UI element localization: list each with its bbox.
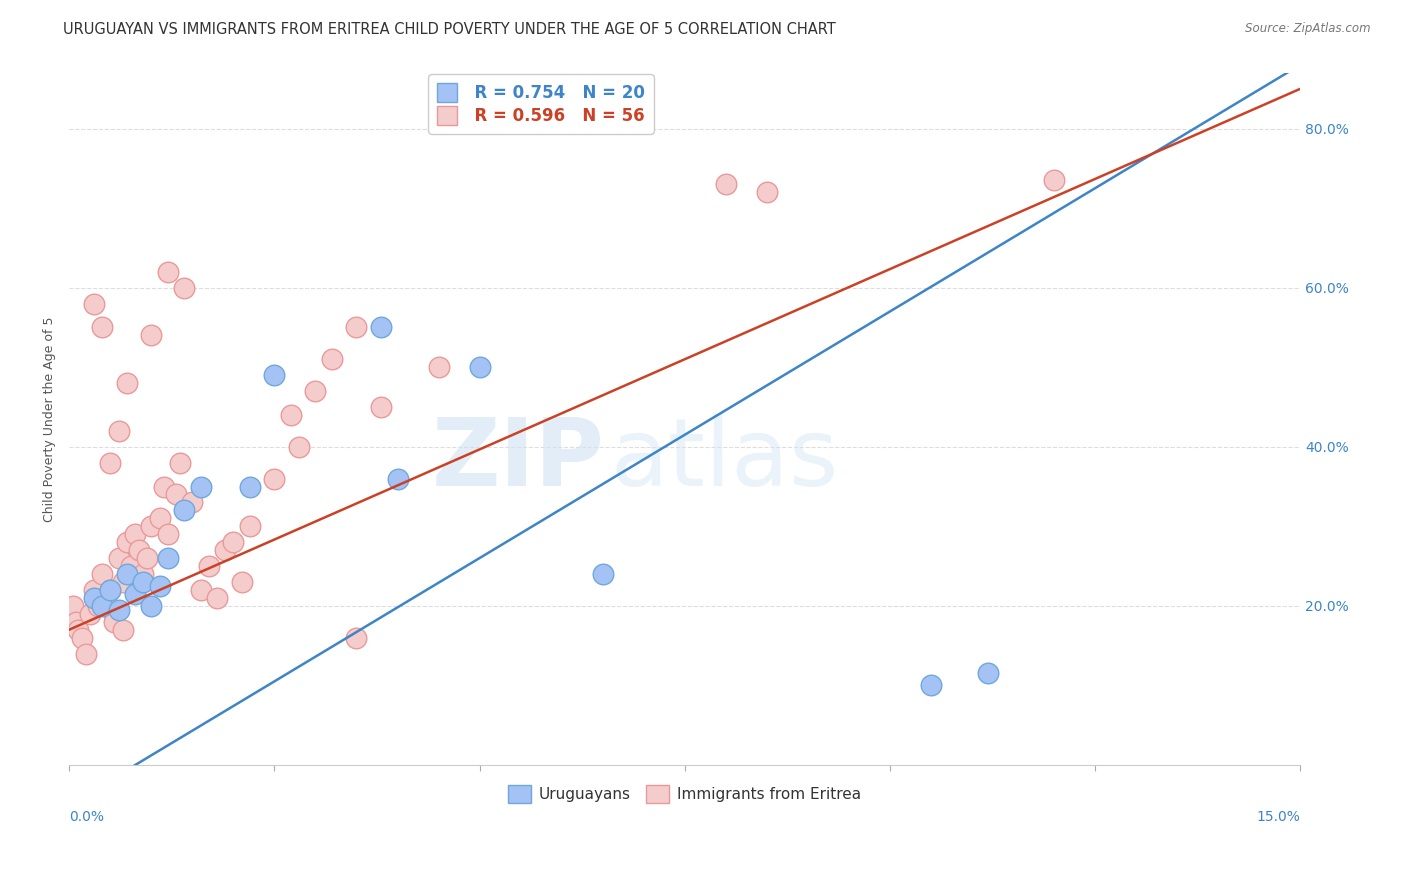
Text: 15.0%: 15.0%: [1256, 810, 1301, 824]
Point: [198, 559, 221, 574]
Point: [83, 582, 105, 597]
Point: [346, 631, 368, 645]
Point: [83, 296, 105, 310]
Point: [62, 599, 84, 613]
Point: [111, 623, 134, 637]
Text: atlas: atlas: [610, 415, 839, 507]
Point: [66, 623, 89, 637]
Point: [120, 559, 142, 574]
Point: [98, 456, 121, 470]
Point: [103, 615, 125, 629]
Point: [65, 615, 87, 629]
Point: [96, 591, 118, 605]
Point: [115, 566, 138, 581]
Point: [263, 368, 285, 383]
Point: [387, 471, 409, 485]
Point: [141, 328, 163, 343]
Point: [83, 591, 105, 605]
Point: [468, 360, 491, 375]
Point: [141, 599, 163, 613]
Point: [190, 582, 212, 597]
Point: [370, 320, 392, 334]
Y-axis label: Child Poverty Under the Age of 5: Child Poverty Under the Age of 5: [44, 316, 56, 522]
Point: [169, 456, 191, 470]
Point: [755, 186, 778, 200]
Point: [103, 607, 125, 621]
Point: [920, 678, 942, 692]
Point: [148, 579, 170, 593]
Point: [370, 400, 392, 414]
Point: [136, 551, 159, 566]
Point: [156, 551, 179, 566]
Legend: Uruguayans, Immigrants from Eritrea: Uruguayans, Immigrants from Eritrea: [502, 780, 868, 809]
Point: [115, 535, 138, 549]
Point: [75, 647, 97, 661]
Point: [107, 551, 129, 566]
Text: URUGUAYAN VS IMMIGRANTS FROM ERITREA CHILD POVERTY UNDER THE AGE OF 5 CORRELATIO: URUGUAYAN VS IMMIGRANTS FROM ERITREA CHI…: [63, 22, 837, 37]
Point: [1043, 173, 1066, 187]
Text: ZIP: ZIP: [432, 415, 605, 507]
Point: [205, 591, 228, 605]
Point: [141, 519, 163, 533]
Point: [321, 352, 343, 367]
Point: [173, 503, 195, 517]
Point: [124, 527, 146, 541]
Point: [156, 265, 179, 279]
Point: [128, 543, 150, 558]
Point: [156, 527, 179, 541]
Point: [181, 495, 204, 509]
Point: [132, 574, 155, 589]
Point: [239, 519, 262, 533]
Point: [165, 487, 187, 501]
Point: [288, 440, 311, 454]
Point: [148, 511, 170, 525]
Point: [107, 603, 129, 617]
Point: [152, 479, 174, 493]
Point: [280, 408, 302, 422]
Point: [977, 666, 1000, 681]
Point: [70, 631, 93, 645]
Point: [87, 599, 110, 613]
Point: [173, 281, 195, 295]
Point: [132, 566, 155, 581]
Text: Source: ZipAtlas.com: Source: ZipAtlas.com: [1246, 22, 1371, 36]
Point: [98, 582, 121, 597]
Text: 0.0%: 0.0%: [69, 810, 104, 824]
Point: [304, 384, 326, 398]
Point: [111, 574, 134, 589]
Point: [714, 178, 737, 192]
Point: [214, 543, 236, 558]
Point: [592, 566, 614, 581]
Point: [231, 574, 253, 589]
Point: [190, 479, 212, 493]
Point: [91, 599, 114, 613]
Point: [98, 582, 121, 597]
Point: [222, 535, 245, 549]
Point: [124, 587, 146, 601]
Point: [91, 320, 114, 334]
Point: [346, 320, 368, 334]
Point: [79, 607, 101, 621]
Point: [263, 471, 285, 485]
Point: [239, 479, 262, 493]
Point: [115, 376, 138, 391]
Point: [91, 566, 114, 581]
Point: [107, 424, 129, 438]
Point: [427, 360, 450, 375]
